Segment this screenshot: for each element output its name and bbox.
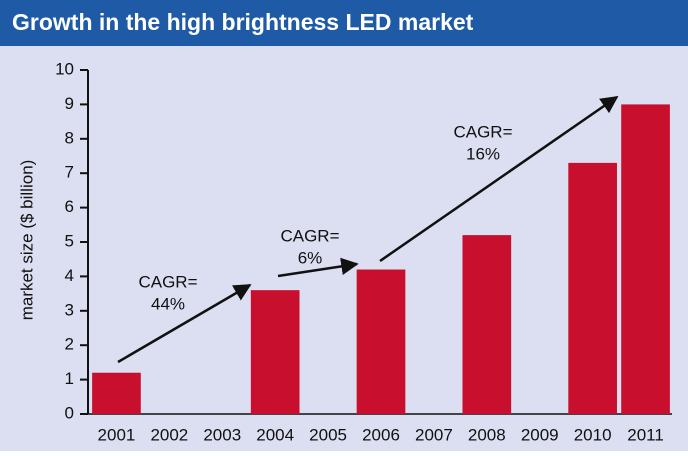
x-tick-label: 2008 [468, 425, 506, 444]
x-tick-label: 2002 [150, 425, 188, 444]
y-tick-label: 8 [65, 128, 74, 147]
annotation: CAGR= [453, 122, 512, 141]
annotation: 6% [298, 248, 323, 267]
y-tick-label: 0 [65, 403, 74, 422]
chart-title: Growth in the high brightness LED market [12, 9, 474, 35]
annotation: CAGR= [280, 226, 339, 245]
title-bar [0, 0, 688, 46]
y-tick-label: 7 [65, 163, 74, 182]
x-tick-label: 2010 [574, 425, 612, 444]
arrow [277, 257, 359, 278]
y-tick-label: 10 [55, 59, 74, 78]
arrows [117, 95, 619, 364]
x-tick-label: 2009 [521, 425, 559, 444]
x-tick-label: 2001 [98, 425, 136, 444]
x-tick-label: 2003 [203, 425, 241, 444]
annotation: 44% [151, 294, 185, 313]
y-tick-label: 4 [65, 266, 74, 285]
x-tick-label: 2005 [309, 425, 347, 444]
y-axis-label: market size ($ billion) [17, 160, 36, 321]
bar [250, 290, 300, 414]
x-tick-label: 2004 [256, 425, 294, 444]
y-tick-label: 2 [65, 335, 74, 354]
y-tick-label: 5 [65, 231, 74, 250]
annotation: 16% [466, 144, 500, 163]
bar [92, 372, 141, 414]
bar [568, 162, 617, 414]
y-tick-label: 9 [65, 94, 74, 113]
x-tick-label: 2006 [362, 425, 400, 444]
annotation: CAGR= [138, 272, 197, 291]
arrow [379, 95, 619, 263]
x-tick-label: 2007 [415, 425, 453, 444]
y-tick-label: 6 [65, 197, 74, 216]
x-tick-label: 2011 [627, 425, 664, 444]
y-tick-label: 3 [65, 300, 74, 319]
bar [462, 235, 512, 414]
bar [621, 104, 670, 415]
arrow [117, 283, 252, 364]
bar [356, 269, 406, 414]
y-tick-label: 1 [65, 369, 74, 388]
